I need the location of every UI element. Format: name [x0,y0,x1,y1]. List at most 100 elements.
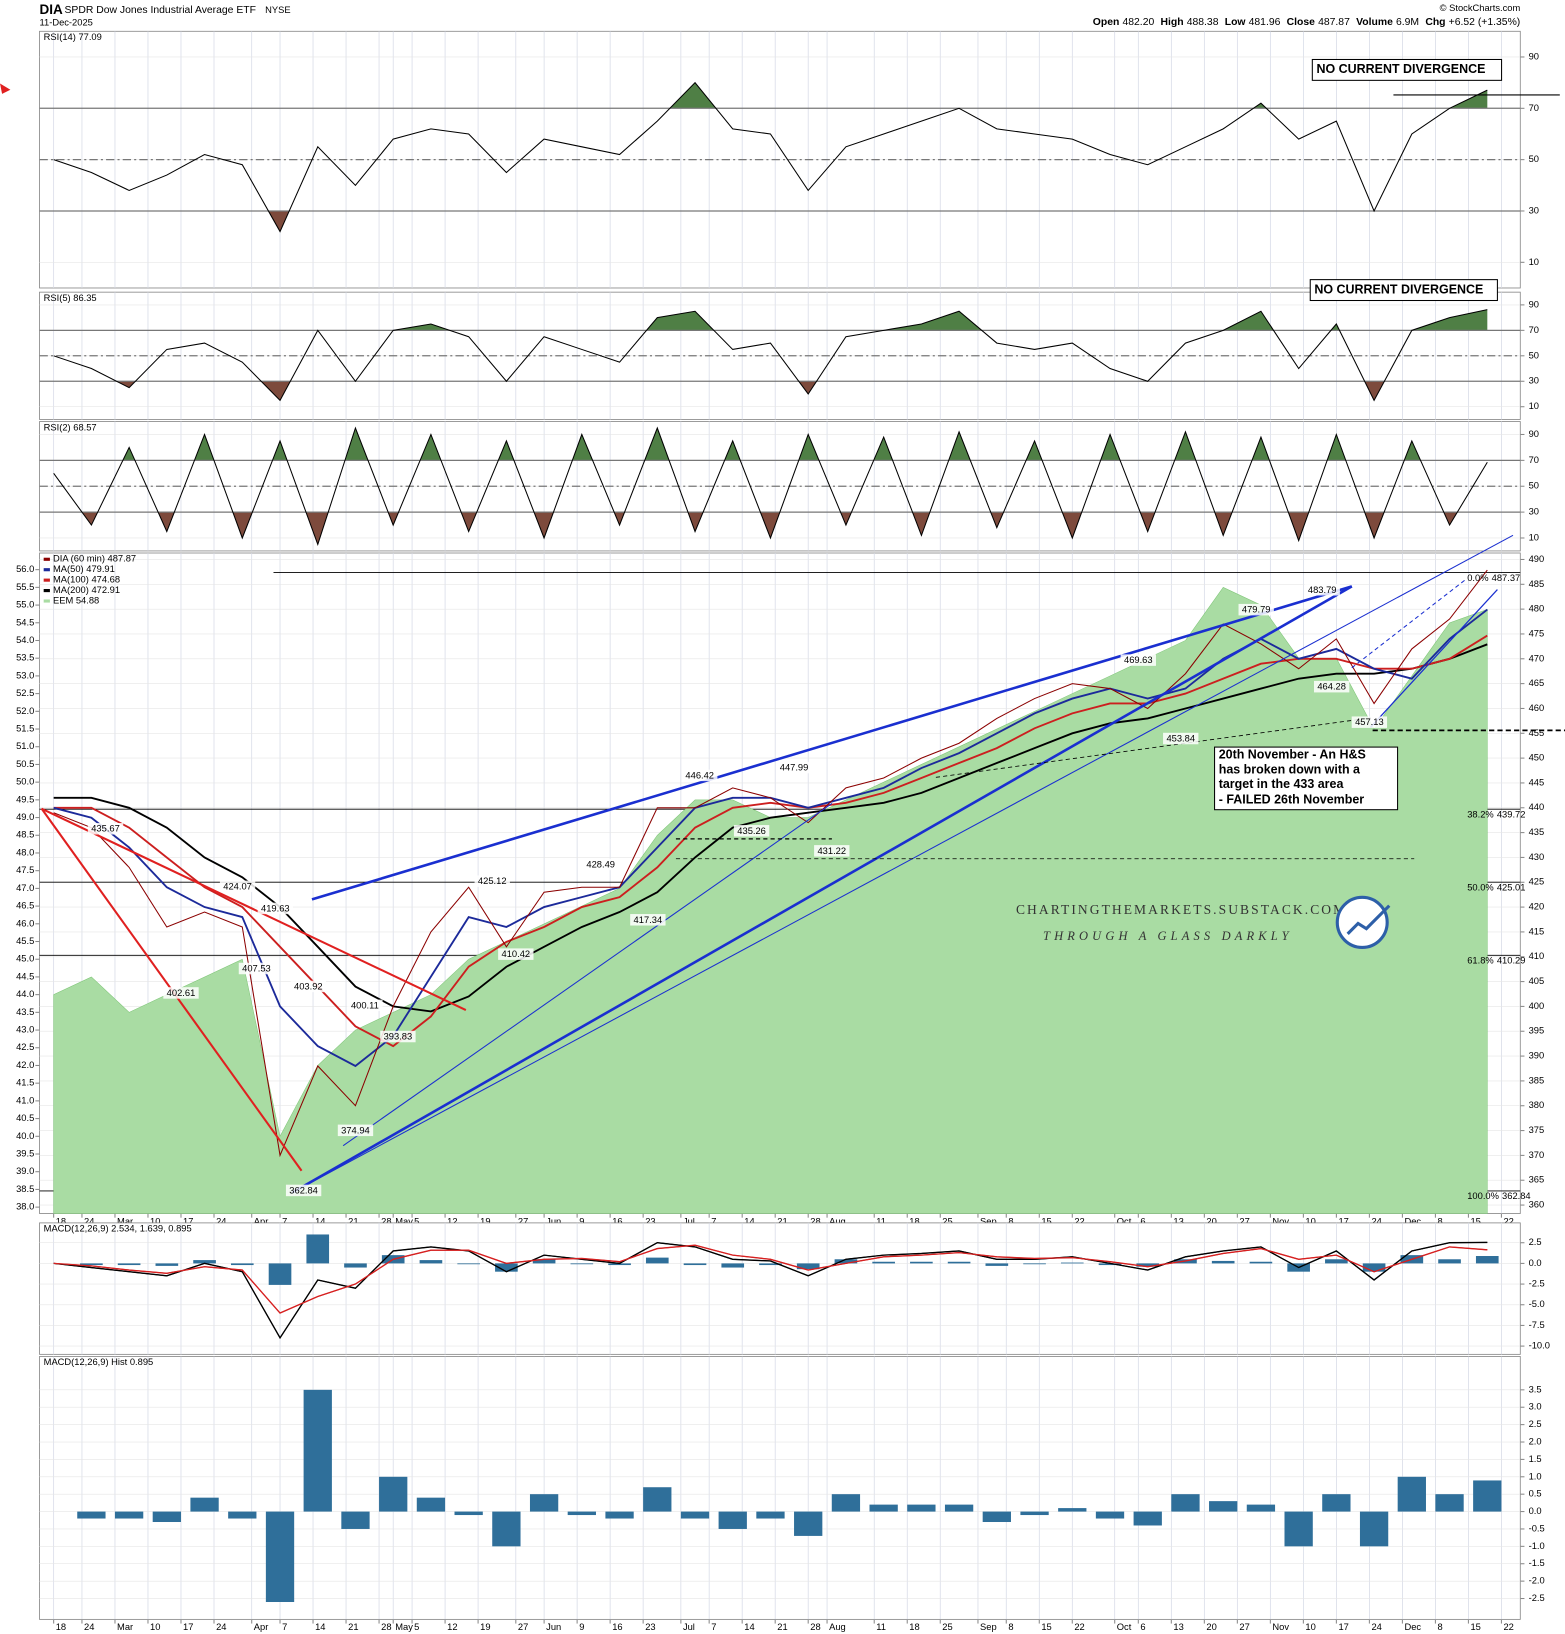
x-tick-label: 12 [447,1622,457,1632]
y2-tick-label: 52.0 [16,706,34,716]
hist-bar [1359,1511,1389,1547]
y-tick-label: 380 [1529,1100,1545,1110]
trendline [311,585,1353,901]
y2-tick-label: 46.0 [16,918,34,928]
hist-bar [718,1511,747,1529]
y-tick-label: 370 [1529,1150,1545,1160]
fib-label: 0.0% 487.37 [1467,573,1520,583]
panel-title: MACD(12,26,9) Hist 0.895 [44,1357,154,1367]
panel-title: RSI(5) 86.35 [44,293,97,303]
macd-hist-bar [608,1263,631,1266]
macd-hist-bar [683,1263,707,1266]
y-tick-label: 420 [1529,902,1545,912]
point-label-bg [380,1030,416,1043]
x-tick-label: Sep [980,1216,997,1226]
y2-tick-label: 49.5 [16,794,34,804]
point-label: 447.99 [780,763,809,773]
point-label-bg [682,769,718,782]
hist-bar [1435,1494,1464,1512]
point-label: 483.79 [1308,585,1337,595]
y2-tick-label: 40.0 [16,1131,34,1141]
macd-hist-bar [1475,1256,1499,1264]
hist-bar [1058,1508,1087,1512]
x-tick-label: May [395,1216,413,1226]
legend-entry: MA(200) 472.91 [53,585,120,595]
x-tick-label: 18 [909,1622,919,1632]
macd-hist-bar [985,1263,1009,1266]
x-tick-label: 28 [810,1216,820,1226]
y2-tick-label: 48.0 [16,847,34,857]
x-tick-label: 10 [1305,1216,1315,1226]
y-tick-label: -7.5 [1529,1320,1545,1330]
y2-tick-label: 51.5 [16,723,34,733]
x-tick-label: 28 [810,1622,820,1632]
point-label-bg [1163,732,1199,745]
trendline [342,803,833,1147]
point-label: 446.42 [685,770,714,780]
hist-bar [1209,1501,1238,1512]
hist-bar [265,1511,295,1603]
x-tick-label: 10 [1305,1622,1315,1632]
oversold-fill [53,512,1488,545]
x-tick-label: 9 [579,1216,584,1226]
macd-hist-bar [268,1263,292,1285]
note-box [1311,58,1503,81]
x-tick-label: 19 [480,1622,490,1632]
x-tick-label: 16 [612,1622,622,1632]
macd-hist-bar [1023,1263,1046,1265]
point-label: 417.34 [634,915,663,925]
arrow [0,83,11,94]
y-tick-label: -1.5 [1529,1558,1545,1568]
x-tick-label: 13 [1173,1216,1183,1226]
y-tick-label: 30 [1529,507,1539,517]
macd-hist-bar [230,1263,254,1266]
hist-bar [756,1511,785,1519]
watermark: CHARTINGTHEMARKETS.SUBSTACK.COM [1016,902,1347,917]
x-tick-label: 24 [216,1216,226,1226]
macd-line [53,1241,1488,1340]
x-tick-label: 15 [1470,1216,1480,1226]
point-label-bg [1304,584,1340,596]
note: NO CURRENT DIVERGENCE [1314,282,1483,296]
quote-value: 6.9M [1396,17,1419,28]
hist-bar [869,1504,898,1512]
y-tick-label: 2.5 [1529,1419,1542,1429]
hist-bar [529,1494,559,1512]
overlays: NO CURRENT DIVERGENCE NO CURRENT DIVERGE… [0,2,1565,1367]
point-label: 469.63 [1124,655,1153,665]
rsi-line [53,309,1488,402]
x-tick-label: 22 [1504,1216,1514,1226]
quote-label: Volume [1356,17,1393,28]
hist-bar [567,1511,596,1516]
y2-tick-label: 43.5 [16,1007,34,1017]
hist-bar [114,1511,144,1519]
annotation-box [1214,746,1399,811]
x-tick-label: 14 [315,1216,325,1226]
y2-tick-label: 51.0 [16,741,34,751]
y-tick-label: 10 [1529,532,1539,542]
y-tick-label: 405 [1529,976,1545,986]
y2-tick-label: 55.0 [16,600,34,610]
logo [1346,904,1391,935]
x-tick-label: 25 [942,1622,952,1632]
quote-value: 481.96 [1249,17,1281,28]
point-label: 410.42 [502,949,531,959]
x-tick-label: 18 [909,1216,919,1226]
y-tick-label: 3.0 [1529,1402,1542,1412]
point-label: 479.79 [1242,605,1271,615]
fib-label: 50.0% 425.01 [1467,883,1525,893]
security-name: SPDR Dow Jones Industrial Average ETF [64,5,256,16]
point-label: 464.28 [1317,682,1346,692]
y-tick-label: 70 [1529,103,1539,113]
x-tick-label: 27 [1239,1216,1249,1226]
fib-value: 439.72 [1497,810,1526,820]
x-tick-label: 10 [150,1216,160,1226]
y-tick-label: 365 [1529,1175,1545,1185]
macd-hist-bar [872,1261,895,1264]
y-tick-label: 395 [1529,1026,1545,1036]
y2-tick-label: 41.5 [16,1078,34,1088]
point-label-bg [776,761,812,774]
trendline [41,807,467,1011]
x-tick-label: 7 [711,1622,716,1632]
y2-tick-label: 40.5 [16,1113,34,1123]
